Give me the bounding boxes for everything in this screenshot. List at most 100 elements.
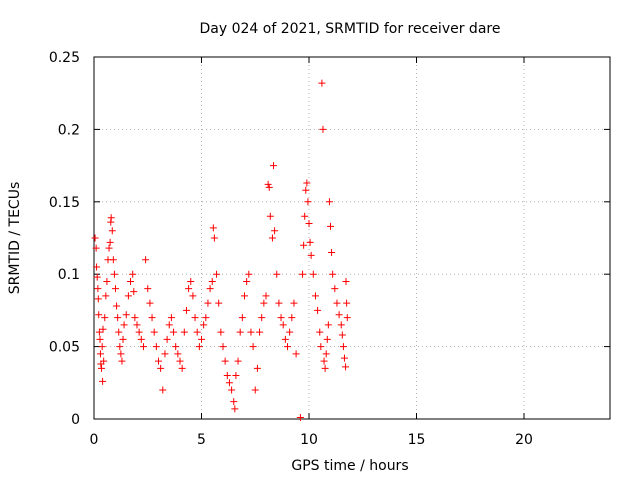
data-point [342, 277, 350, 285]
data-point [260, 299, 268, 307]
data-point [163, 335, 171, 343]
data-point [245, 270, 253, 278]
data-point [120, 321, 128, 329]
data-point [325, 198, 333, 206]
data-point [135, 328, 143, 336]
data-point [159, 386, 167, 394]
data-point [279, 321, 287, 329]
data-point [93, 273, 101, 281]
data-point [96, 350, 104, 358]
data-point [129, 270, 137, 278]
data-point [342, 363, 350, 371]
data-point [155, 357, 162, 365]
data-point [339, 343, 347, 351]
data-point [268, 234, 276, 242]
data-point [303, 179, 311, 187]
data-point [299, 270, 307, 278]
data-point [209, 224, 217, 232]
data-point [157, 364, 165, 372]
data-point [231, 405, 239, 413]
data-point [144, 285, 152, 293]
data-point [112, 285, 119, 293]
data-point [316, 328, 324, 336]
x-tick-label: 5 [197, 432, 206, 448]
data-point [314, 306, 322, 314]
data-point [100, 357, 108, 365]
y-axis-label: SRMTID / TECUs [7, 182, 23, 295]
data-point [321, 364, 329, 372]
data-point [114, 314, 122, 322]
data-point [109, 256, 117, 264]
x-axis-label: GPS time / hours [291, 458, 408, 474]
data-point [262, 292, 270, 300]
data-point [219, 343, 227, 351]
data-point [217, 328, 225, 336]
data-point [150, 328, 158, 336]
data-point [96, 335, 104, 343]
data-point [213, 270, 221, 278]
data-point [318, 79, 326, 87]
data-point [91, 234, 99, 242]
data-point [322, 350, 330, 358]
data-point [210, 234, 218, 242]
data-point [230, 398, 238, 406]
data-point [304, 198, 312, 206]
data-point [195, 343, 203, 351]
data-point [193, 328, 201, 336]
data-point [110, 270, 118, 278]
data-point [189, 292, 197, 300]
data-point [290, 299, 298, 307]
data-point [317, 343, 325, 351]
data-point [176, 357, 184, 365]
x-tick-label: 10 [300, 432, 318, 448]
data-point [202, 314, 210, 322]
data-point [258, 314, 266, 322]
data-point [165, 321, 173, 329]
data-point [319, 125, 327, 133]
data-point [288, 314, 296, 322]
data-point [187, 277, 195, 285]
y-tick-label: 0.05 [49, 340, 80, 356]
data-point [137, 335, 145, 343]
data-point [300, 241, 308, 249]
data-point [243, 277, 251, 285]
data-point [225, 379, 233, 387]
data-point [142, 256, 150, 264]
data-point [305, 220, 313, 228]
data-point [99, 325, 107, 333]
y-axis: 0 0.05 0.1 0.15 0.2 0.25 [49, 50, 610, 428]
data-point [309, 270, 317, 278]
data-point [94, 295, 102, 303]
data-point [94, 285, 102, 293]
data-point [116, 343, 124, 351]
data-point [103, 277, 111, 285]
data-point [101, 314, 109, 322]
data-point [275, 299, 283, 307]
y-tick-label: 0.2 [58, 122, 80, 138]
grid [94, 57, 610, 419]
data-point [98, 343, 106, 351]
data-point [102, 292, 110, 300]
data-point [277, 314, 285, 322]
data-point [251, 386, 259, 394]
data-point [152, 343, 160, 351]
y-tick-label: 0.15 [49, 195, 80, 211]
data-point [172, 343, 180, 351]
plot-frame [93, 56, 611, 420]
data-point [333, 299, 341, 307]
data-point [167, 314, 175, 322]
data-point [241, 292, 248, 300]
data-point [115, 328, 123, 336]
data-point [247, 328, 255, 336]
data-point [266, 212, 274, 220]
data-point [178, 364, 186, 372]
data-point [324, 321, 332, 329]
data-point [99, 377, 107, 385]
data-point [131, 314, 139, 322]
data-point [307, 251, 315, 259]
data-point [340, 354, 348, 362]
data-point [311, 292, 319, 300]
data-point [106, 238, 114, 246]
data-point [92, 244, 100, 252]
data-point [236, 328, 244, 336]
